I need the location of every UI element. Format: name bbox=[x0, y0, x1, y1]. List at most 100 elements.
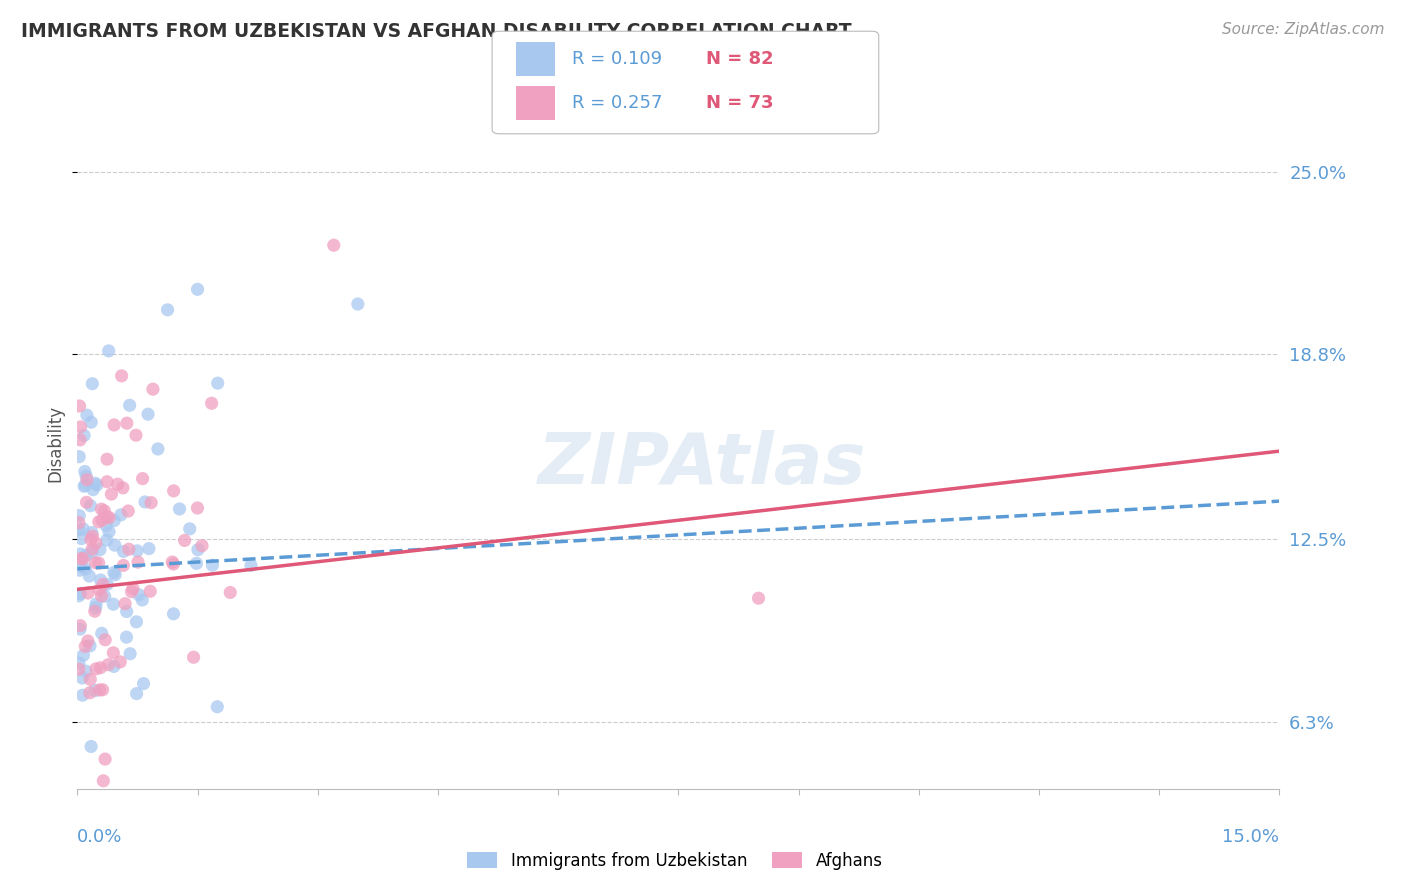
Point bbox=[80, 545, 103, 559]
Point bbox=[162, 557, 184, 571]
Point bbox=[104, 567, 127, 582]
Point bbox=[77, 586, 100, 600]
Point bbox=[122, 582, 145, 596]
Point bbox=[114, 597, 136, 611]
Point bbox=[219, 585, 242, 599]
Point bbox=[115, 605, 138, 619]
Point bbox=[98, 510, 121, 524]
Text: R = 0.257: R = 0.257 bbox=[572, 95, 662, 112]
Text: ZIPAtlas: ZIPAtlas bbox=[538, 430, 866, 499]
Point bbox=[79, 686, 101, 700]
Point bbox=[79, 569, 101, 583]
Point bbox=[191, 539, 214, 553]
Point bbox=[131, 472, 153, 486]
Point bbox=[76, 408, 98, 422]
Point bbox=[111, 368, 134, 383]
Point bbox=[139, 584, 162, 599]
Point bbox=[162, 483, 184, 498]
Point bbox=[79, 639, 101, 653]
Point bbox=[84, 597, 107, 611]
Point bbox=[69, 420, 91, 434]
Point bbox=[91, 577, 114, 591]
Point bbox=[91, 682, 114, 697]
Point bbox=[156, 302, 179, 317]
Point bbox=[75, 549, 97, 563]
Point bbox=[748, 591, 770, 606]
Point bbox=[139, 495, 162, 509]
Point bbox=[75, 478, 97, 492]
Point bbox=[104, 538, 127, 552]
Point bbox=[67, 450, 90, 464]
Point bbox=[75, 469, 97, 483]
Point bbox=[179, 522, 201, 536]
Point bbox=[86, 805, 108, 820]
Point bbox=[75, 562, 97, 576]
Point bbox=[183, 650, 205, 665]
Point bbox=[96, 577, 118, 591]
Point bbox=[84, 600, 107, 615]
Point bbox=[73, 479, 96, 493]
Point bbox=[89, 582, 111, 597]
Text: N = 73: N = 73 bbox=[706, 95, 773, 112]
Point bbox=[146, 442, 169, 456]
Point bbox=[89, 661, 111, 675]
Point bbox=[70, 532, 93, 546]
Point bbox=[103, 659, 125, 673]
Point bbox=[121, 584, 143, 599]
Point bbox=[83, 604, 105, 618]
Point bbox=[112, 558, 135, 573]
Point bbox=[94, 632, 117, 647]
Point bbox=[82, 376, 104, 391]
Point bbox=[136, 407, 159, 421]
Point bbox=[67, 589, 90, 603]
Point bbox=[69, 433, 91, 447]
Point bbox=[80, 533, 103, 547]
Point bbox=[142, 382, 165, 396]
Point bbox=[84, 476, 107, 491]
Point bbox=[72, 551, 94, 566]
Point bbox=[128, 588, 150, 602]
Point bbox=[115, 416, 138, 430]
Point bbox=[169, 502, 191, 516]
Point bbox=[173, 533, 195, 548]
Point bbox=[96, 533, 118, 547]
Point bbox=[67, 662, 90, 676]
Point bbox=[125, 615, 148, 629]
Point bbox=[96, 509, 118, 524]
Point bbox=[103, 417, 125, 432]
Point bbox=[70, 551, 93, 566]
Point bbox=[127, 555, 149, 569]
Legend: Immigrants from Uzbekistan, Afghans: Immigrants from Uzbekistan, Afghans bbox=[461, 846, 889, 877]
Point bbox=[90, 502, 112, 516]
Point bbox=[127, 544, 149, 558]
Point bbox=[207, 699, 229, 714]
Point bbox=[86, 478, 108, 492]
Point bbox=[347, 297, 370, 311]
Point bbox=[162, 607, 184, 621]
Point bbox=[82, 483, 104, 497]
Point bbox=[84, 683, 107, 698]
Point bbox=[103, 597, 125, 611]
Point bbox=[100, 487, 122, 501]
Text: 15.0%: 15.0% bbox=[1222, 828, 1279, 846]
Point bbox=[84, 662, 107, 676]
Point bbox=[112, 544, 135, 558]
Point bbox=[84, 556, 107, 570]
Text: N = 82: N = 82 bbox=[706, 50, 773, 68]
Point bbox=[75, 664, 97, 678]
Point bbox=[67, 508, 90, 523]
Point bbox=[96, 475, 118, 489]
Point bbox=[91, 513, 114, 527]
Point bbox=[125, 687, 148, 701]
Point bbox=[89, 682, 111, 697]
Point bbox=[201, 396, 224, 410]
Point bbox=[103, 646, 125, 660]
Point bbox=[73, 428, 96, 442]
Point bbox=[91, 773, 114, 788]
Point bbox=[84, 536, 107, 550]
Point bbox=[90, 626, 112, 640]
Point bbox=[93, 589, 115, 603]
Point bbox=[132, 676, 155, 690]
Point bbox=[110, 508, 132, 522]
Point bbox=[120, 647, 142, 661]
